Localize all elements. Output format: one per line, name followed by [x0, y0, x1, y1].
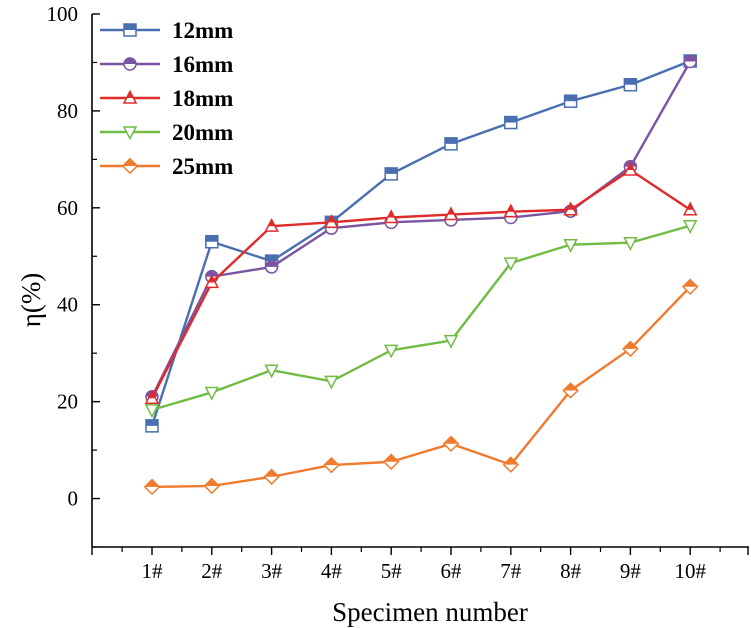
legend-label: 16mm — [172, 52, 233, 77]
legend-marker-fill — [124, 24, 136, 30]
legend-marker — [122, 126, 138, 141]
data-point-25mm-10-fill — [683, 279, 698, 287]
data-point-20mm-2 — [204, 386, 220, 401]
data-point-25mm-9-fill — [623, 341, 638, 349]
legend-item-16mm: 16mm — [100, 52, 233, 77]
data-point-25mm-7-fill — [503, 457, 518, 465]
legend-item-25mm: 25mm — [100, 154, 233, 179]
data-point-25mm-4-fill — [324, 457, 339, 466]
x-tick-label: 1# — [142, 559, 164, 583]
data-point-18mm-9-fill — [627, 163, 634, 171]
series-line-18mm — [150, 168, 691, 399]
data-point-18mm-2-fill — [208, 275, 216, 283]
legend: 12mm 16mm 18mm 20mm 25mm — [100, 18, 233, 179]
data-point-18mm-3-fill — [268, 219, 275, 227]
data-point-20mm-10 — [682, 220, 698, 234]
legend-item-12mm: 12mm — [100, 18, 233, 43]
data-point-16mm-2-fill — [205, 270, 218, 277]
x-tick-label: 3# — [261, 559, 283, 583]
series-25mm — [143, 278, 699, 496]
y-axis-title: η(%) — [16, 273, 46, 328]
x-tick-label: 10# — [674, 559, 706, 583]
data-point-20mm-7 — [503, 257, 519, 272]
data-point-18mm-7-fill — [507, 205, 515, 212]
data-point-25mm-1-fill — [144, 479, 160, 487]
x-tick-label: 4# — [321, 559, 343, 583]
data-point-20mm-1 — [144, 404, 160, 419]
series-18mm — [144, 161, 698, 404]
y-tick-label: 80 — [57, 99, 78, 123]
x-tick-label: 7# — [500, 559, 522, 583]
data-point-12mm-6-fill — [445, 137, 457, 144]
x-tick-label: 8# — [560, 559, 582, 583]
data-point-20mm-6 — [443, 334, 459, 349]
y-tick-label: 60 — [57, 196, 78, 220]
legend-label: 20mm — [172, 120, 233, 145]
data-point-12mm-5-fill — [385, 167, 398, 174]
data-point-20mm-8 — [563, 238, 578, 253]
legend-label: 25mm — [172, 154, 233, 179]
legend-item-18mm: 18mm — [100, 86, 233, 111]
data-point-18mm-5-fill — [387, 210, 395, 218]
x-tick-label: 6# — [441, 559, 463, 583]
y-tick-label: 100 — [47, 2, 79, 26]
data-point-16mm-3-fill — [265, 260, 278, 267]
series-20mm — [144, 220, 698, 419]
legend-label: 12mm — [172, 18, 233, 43]
data-point-12mm-3-fill — [265, 255, 278, 262]
data-point-12mm-7-fill — [504, 116, 517, 123]
data-point-18mm-4-fill — [328, 215, 335, 223]
x-tick-label: 9# — [620, 559, 642, 583]
data-point-12mm-2-fill — [205, 235, 218, 242]
data-point-12mm-1-fill — [146, 419, 158, 426]
data-point-25mm-5-fill — [384, 454, 399, 462]
axes: 0 20 40 60 80 100 1# 2# 3# 4# 5# 6# 7# 8# 9# 10# — [47, 2, 749, 583]
x-tick-label: 2# — [201, 559, 223, 583]
y-tick-label: 0 — [68, 487, 79, 511]
data-point-18mm-10-fill — [686, 203, 694, 210]
legend-marker-fill — [124, 58, 136, 64]
series-line-20mm — [151, 224, 691, 412]
legend-marker-fill — [126, 91, 134, 98]
y-tick-label: 20 — [57, 390, 78, 414]
data-point-16mm-10-fill — [684, 55, 697, 62]
legend-item-20mm: 20mm — [100, 120, 233, 145]
data-point-18mm-8-fill — [567, 203, 574, 210]
data-point-25mm-2-fill — [204, 478, 219, 486]
data-point-25mm-3-fill — [264, 469, 279, 477]
legend-label: 18mm — [172, 86, 233, 111]
data-point-25mm-8-fill — [563, 383, 578, 391]
data-point-20mm-3 — [264, 364, 279, 379]
y-tick-label: 40 — [57, 293, 78, 317]
data-point-20mm-9 — [623, 237, 638, 251]
series-line-25mm — [151, 285, 692, 489]
x-tick-label: 5# — [381, 559, 403, 583]
data-point-18mm-1-fill — [148, 391, 156, 399]
data-point-18mm-6-fill — [447, 208, 455, 215]
data-point-12mm-8-fill — [564, 95, 577, 102]
series-line-12mm — [150, 59, 691, 427]
data-point-20mm-4 — [324, 375, 339, 390]
legend-marker-fill — [122, 158, 138, 166]
data-point-20mm-5 — [383, 344, 399, 359]
series-group — [143, 54, 699, 496]
x-axis-title: Specimen number — [332, 597, 528, 627]
data-point-25mm-6-fill — [443, 436, 459, 444]
data-point-12mm-9-fill — [624, 78, 637, 85]
